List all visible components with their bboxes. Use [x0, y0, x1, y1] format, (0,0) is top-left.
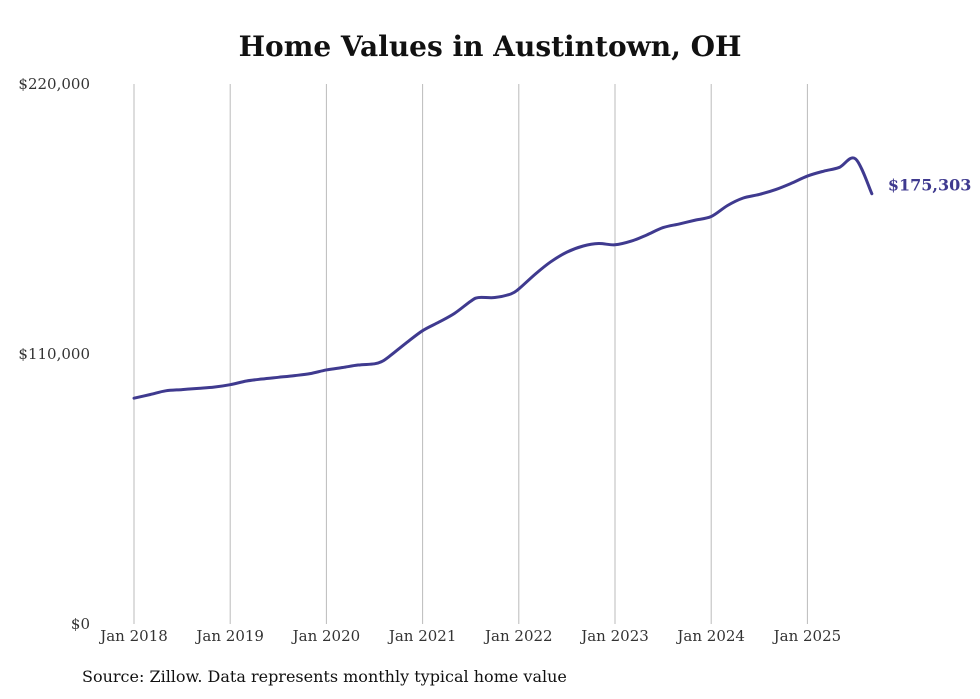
x-tick-label: Jan 2020 — [291, 627, 361, 645]
x-tick-label: Jan 2018 — [98, 627, 168, 645]
x-axis-ticks: Jan 2018 Jan 2019 Jan 2020 Jan 2021 Jan 2022… — [98, 627, 841, 645]
y-tick-label: $0 — [71, 615, 90, 633]
grid-lines — [133, 84, 808, 624]
x-tick-label: Jan 2024 — [675, 627, 745, 645]
x-tick-label: Jan 2021 — [387, 627, 457, 645]
source-note: Source: Zillow. Data represents monthly … — [82, 667, 567, 686]
chart-title: Home Values in Austintown, OH — [238, 30, 742, 63]
end-value-label: $175,303 — [888, 176, 972, 195]
series-line — [132, 156, 874, 400]
x-tick-label: Jan 2025 — [772, 627, 842, 645]
y-tick-label: $110,000 — [18, 345, 90, 363]
series-layer — [132, 156, 874, 400]
x-tick-label: Jan 2023 — [579, 627, 649, 645]
x-tick-label: Jan 2022 — [483, 627, 553, 645]
end-label-layer: $175,303 — [888, 176, 972, 195]
x-tick-label: Jan 2019 — [194, 627, 264, 645]
y-axis-ticks: $0 $110,000 $220,000 — [18, 75, 90, 633]
y-tick-label: $220,000 — [18, 75, 90, 93]
